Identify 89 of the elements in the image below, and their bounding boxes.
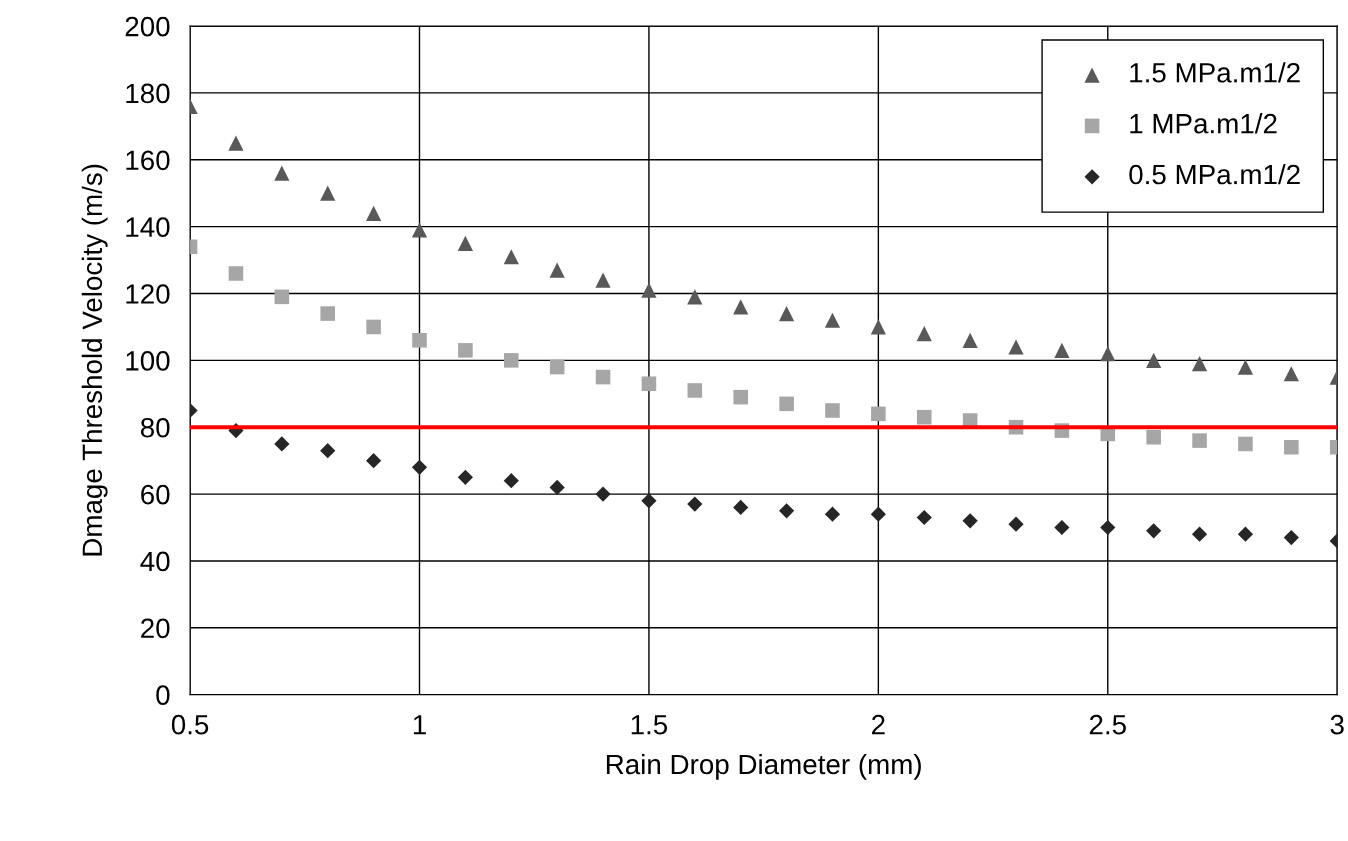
point bbox=[1191, 526, 1208, 542]
point bbox=[825, 403, 840, 418]
point bbox=[274, 436, 290, 452]
point bbox=[870, 319, 886, 335]
point bbox=[595, 486, 611, 502]
x-tick-label: 1 bbox=[413, 715, 426, 735]
point bbox=[1146, 352, 1162, 368]
point bbox=[916, 326, 932, 342]
point bbox=[1238, 436, 1253, 452]
point bbox=[274, 165, 290, 181]
y-tick-label: 200 bbox=[125, 16, 170, 37]
y-tick-label: 40 bbox=[140, 551, 170, 572]
point bbox=[1283, 366, 1299, 382]
point bbox=[595, 369, 611, 385]
y-tick-label: 80 bbox=[140, 417, 170, 438]
point bbox=[1008, 339, 1024, 355]
point bbox=[733, 299, 749, 315]
point bbox=[1146, 523, 1162, 539]
point bbox=[503, 249, 519, 265]
point bbox=[412, 333, 427, 348]
point bbox=[962, 513, 978, 529]
x-tick-label: 2 bbox=[872, 714, 885, 735]
point bbox=[411, 222, 428, 238]
x-axis-title: Rain Drop Diameter (mm) bbox=[606, 753, 921, 780]
point bbox=[1054, 519, 1070, 536]
point bbox=[1191, 356, 1208, 372]
point bbox=[870, 506, 886, 522]
point bbox=[549, 479, 565, 496]
point bbox=[1100, 346, 1116, 362]
point bbox=[641, 493, 657, 509]
legend-label: 0.5 MPa.m1/2 bbox=[1129, 163, 1300, 185]
point bbox=[411, 459, 428, 475]
point bbox=[1284, 440, 1299, 455]
point bbox=[916, 409, 932, 425]
point bbox=[1008, 516, 1024, 532]
point bbox=[871, 406, 886, 422]
point bbox=[641, 282, 657, 298]
y-tick-label: 120 bbox=[126, 284, 170, 304]
x-tick-label: 3 bbox=[1330, 714, 1344, 735]
y-tick-label: 160 bbox=[126, 150, 170, 171]
point bbox=[733, 389, 748, 405]
point bbox=[503, 353, 519, 368]
point bbox=[824, 312, 841, 328]
point bbox=[274, 289, 290, 305]
point bbox=[1192, 433, 1207, 448]
point bbox=[228, 266, 244, 281]
point bbox=[687, 496, 703, 512]
point bbox=[1237, 526, 1254, 542]
point bbox=[1054, 342, 1070, 358]
point bbox=[366, 319, 381, 335]
point bbox=[733, 499, 749, 516]
y-tick-label: 0 bbox=[156, 685, 170, 705]
point bbox=[457, 469, 473, 485]
point bbox=[366, 205, 382, 221]
point bbox=[687, 289, 703, 305]
legend-label: 1.5 MPa.m1/2 bbox=[1130, 62, 1300, 83]
point bbox=[687, 383, 703, 398]
legend-label: 1 MPa.m1/2 bbox=[1130, 113, 1277, 134]
y-tick-label: 100 bbox=[126, 351, 170, 371]
point bbox=[824, 506, 841, 522]
y-tick-label: 180 bbox=[126, 83, 170, 104]
point bbox=[320, 443, 336, 459]
point bbox=[1283, 529, 1299, 546]
point bbox=[1237, 359, 1254, 375]
y-tick-label: 140 bbox=[126, 217, 170, 237]
x-tick-label: 0.5 bbox=[171, 714, 209, 735]
point bbox=[549, 359, 565, 375]
x-tick-label: 2.5 bbox=[1089, 714, 1126, 735]
point bbox=[457, 235, 473, 251]
point bbox=[320, 306, 336, 321]
point bbox=[595, 272, 611, 288]
point bbox=[916, 509, 932, 526]
point bbox=[962, 332, 978, 348]
point bbox=[549, 262, 565, 278]
point bbox=[1100, 519, 1116, 536]
y-axis-title: Dmage Threshold Velocity (m/s) bbox=[81, 164, 108, 556]
x-tick-label: 1.5 bbox=[631, 715, 668, 735]
point bbox=[778, 305, 795, 322]
y-tick-label: 20 bbox=[141, 618, 170, 639]
point bbox=[641, 376, 657, 392]
point bbox=[779, 396, 794, 412]
point bbox=[458, 343, 473, 358]
point bbox=[1146, 429, 1161, 445]
point bbox=[366, 453, 382, 469]
point bbox=[778, 503, 795, 519]
point bbox=[503, 473, 519, 489]
y-tick-label: 60 bbox=[141, 484, 170, 505]
point bbox=[320, 185, 336, 201]
point bbox=[228, 135, 244, 151]
